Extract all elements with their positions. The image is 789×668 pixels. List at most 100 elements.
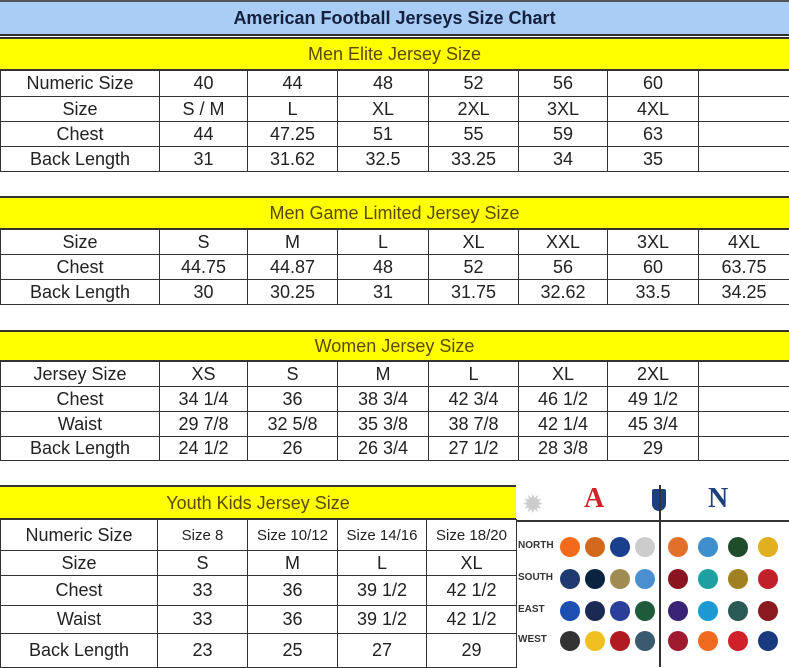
saints-logo-icon [610, 569, 630, 589]
row-label: Waist [1, 412, 160, 437]
bears-logo-icon [668, 537, 688, 557]
table-cell: 52 [429, 255, 519, 280]
lions-logo-icon [698, 537, 718, 557]
table-cell: 38 7/8 [429, 412, 519, 437]
broncos-logo-icon [698, 631, 718, 651]
table-cell: 46 1/2 [519, 387, 608, 412]
table-cell [699, 122, 789, 147]
table-cell: Size 10/12 [248, 520, 338, 551]
table-cell: 2XL [608, 362, 699, 387]
divider [516, 520, 789, 522]
table-cell: 35 [608, 147, 699, 172]
table-cell [699, 71, 789, 97]
nfl-shield-sunburst-icon: ✹ [522, 489, 544, 520]
table-cell: L [429, 362, 519, 387]
table-cell: M [338, 362, 429, 387]
table-cell: 51 [338, 122, 429, 147]
row-label: Back Length [1, 437, 160, 461]
table-cell: 33 [158, 576, 248, 606]
table-cell: 44.75 [160, 255, 248, 280]
table-cell: L [338, 551, 427, 576]
table-cell: 33.25 [429, 147, 519, 172]
packers-logo-icon [728, 537, 748, 557]
table-cell: XL [427, 551, 517, 576]
table-cell: 45 3/4 [608, 412, 699, 437]
row-label: Size [1, 230, 160, 255]
table-cell: 39 1/2 [338, 576, 427, 606]
table-cell: 31 [338, 280, 429, 305]
table-cell: 48 [338, 255, 429, 280]
divider [659, 485, 661, 667]
table-cell: 3XL [608, 230, 699, 255]
table-cell: 39 1/2 [338, 606, 427, 634]
table-cell: 60 [608, 71, 699, 97]
chiefs-logo-icon [728, 631, 748, 651]
table-cell: 47.25 [248, 122, 338, 147]
table-cell: 32 5/8 [248, 412, 338, 437]
table-cell: Size 8 [158, 520, 248, 551]
table-cell: 30 [160, 280, 248, 305]
raiders-logo-icon [560, 631, 580, 651]
table-cell: 28 3/8 [519, 437, 608, 461]
table-cell: S [160, 230, 248, 255]
table-cell: 36 [248, 576, 338, 606]
row-label: Waist [1, 606, 158, 634]
table-cell [699, 147, 789, 172]
table-cell: 35 3/8 [338, 412, 429, 437]
row-label: Back Length [1, 280, 160, 305]
vikings-logo-icon [758, 537, 778, 557]
row-label: Back Length [1, 147, 160, 172]
eagles-logo-icon [728, 601, 748, 621]
table-cell [699, 437, 789, 461]
table-cell: 34 [519, 147, 608, 172]
table-cell: 52 [429, 71, 519, 97]
table-cell: 63 [608, 122, 699, 147]
table-cell: M [248, 230, 338, 255]
table-cell: 30.25 [248, 280, 338, 305]
table-cell: XL [429, 230, 519, 255]
table-cell: 29 7/8 [160, 412, 248, 437]
table-cell: 26 [248, 437, 338, 461]
bengals-logo-icon [560, 537, 580, 557]
table-cell: 36 [248, 606, 338, 634]
row-label: Numeric Size [1, 71, 160, 97]
49ers-logo-icon [610, 631, 630, 651]
panthers-logo-icon [698, 601, 718, 621]
row-label: Size [1, 551, 158, 576]
chart-title: American Football Jerseys Size Chart [0, 0, 789, 36]
table-cell: 38 3/4 [338, 387, 429, 412]
men-game-limited-heading: Men Game Limited Jersey Size [0, 196, 789, 229]
table-cell: Size 18/20 [427, 520, 517, 551]
steelers-logo-icon [635, 537, 655, 557]
table-cell: 36 [248, 387, 338, 412]
row-label: Chest [1, 122, 160, 147]
seahawks-logo-icon [635, 631, 655, 651]
table-cell: L [248, 97, 338, 122]
table-cell: 29 [608, 437, 699, 461]
division-label: NORTH [518, 540, 554, 551]
table-cell: 23 [158, 634, 248, 668]
youth-kids-heading: Youth Kids Jersey Size [0, 485, 516, 519]
row-label: Back Length [1, 634, 158, 668]
table-cell: 31.62 [248, 147, 338, 172]
browns-logo-icon [585, 537, 605, 557]
table-cell: XL [338, 97, 429, 122]
cowboys-logo-icon [560, 569, 580, 589]
row-label: Numeric Size [1, 520, 158, 551]
table-cell: 29 [427, 634, 517, 668]
division-label: SOUTH [518, 572, 553, 583]
table-cell: L [338, 230, 429, 255]
table-cell: 34.25 [699, 280, 789, 305]
table-cell: 4XL [608, 97, 699, 122]
table-cell: 56 [519, 71, 608, 97]
division-label: WEST [518, 634, 547, 645]
